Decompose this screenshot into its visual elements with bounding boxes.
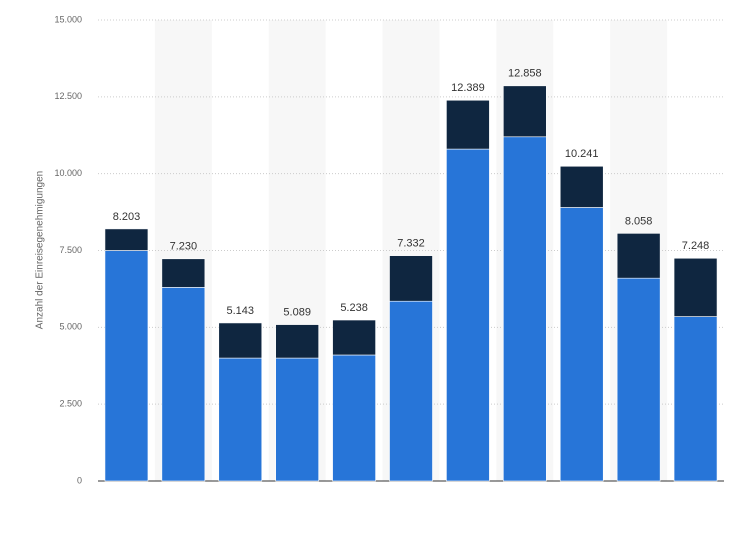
y-tick-label: 2.500 <box>59 399 82 409</box>
bar-segment <box>446 148 490 482</box>
bar-segment <box>218 357 263 482</box>
bar-segment <box>389 300 433 482</box>
bar-segment <box>559 207 604 482</box>
total-label: 7.230 <box>170 241 198 253</box>
bar-segment <box>332 319 376 356</box>
y-tick-label: 5.000 <box>59 322 82 332</box>
total-label: 7.332 <box>397 238 425 250</box>
bar-segment <box>389 255 433 302</box>
bar-segment <box>104 250 149 482</box>
bar-segment <box>275 324 319 359</box>
y-tick-label: 0 <box>77 475 82 485</box>
total-label: 12.858 <box>508 68 542 80</box>
total-label: 10.241 <box>565 148 599 160</box>
total-label: 8.058 <box>625 215 653 227</box>
bar-segment <box>503 136 547 482</box>
total-label: 12.389 <box>451 82 485 94</box>
bar-segment <box>161 258 206 288</box>
y-tick-label: 12.500 <box>54 91 82 101</box>
total-label: 5.238 <box>340 302 368 314</box>
bar-segment <box>446 99 490 150</box>
bar-segment <box>161 287 206 482</box>
total-label: 5.089 <box>283 307 311 319</box>
total-label: 5.143 <box>227 305 255 317</box>
bar-segment <box>616 277 661 482</box>
bar-segment <box>503 85 547 138</box>
bar-segment <box>673 316 718 482</box>
y-tick-label: 10.000 <box>54 168 82 178</box>
bar-segment <box>616 233 661 279</box>
bar-segment <box>218 322 263 359</box>
y-tick-label: 15.000 <box>54 14 82 24</box>
y-axis-label: Anzahl der Einreisegenehmigungen <box>35 171 46 329</box>
total-label: 7.248 <box>682 240 710 252</box>
y-tick-label: 7.500 <box>59 245 82 255</box>
bar-segment <box>673 257 718 317</box>
total-label: 8.203 <box>113 211 141 223</box>
bar-segment <box>104 228 149 251</box>
bar-segment <box>332 354 376 482</box>
bar-segment <box>275 357 319 482</box>
bar-segment <box>559 165 604 208</box>
